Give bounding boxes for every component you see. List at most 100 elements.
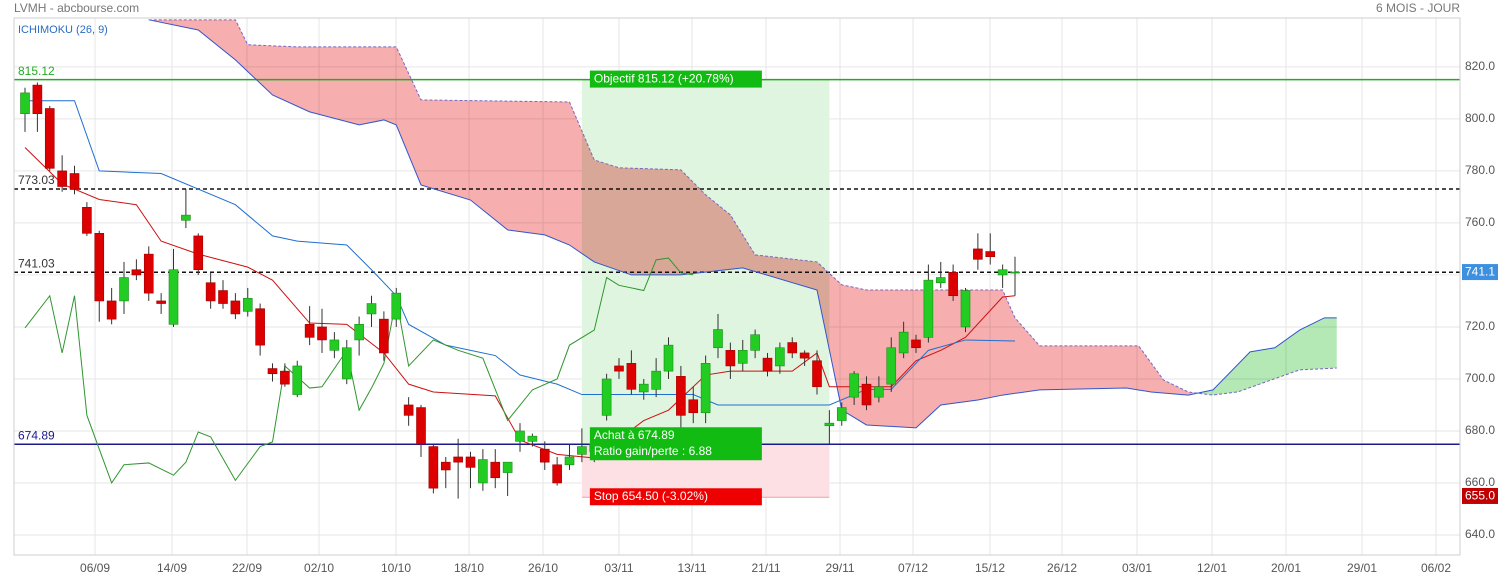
candle-body bbox=[539, 448, 550, 463]
candle-body bbox=[403, 404, 414, 416]
y-tick-label: 780.0 bbox=[1465, 163, 1495, 177]
x-tick-label: 18/10 bbox=[454, 561, 484, 575]
trade-label: Ratio gain/perte : 6.88 bbox=[594, 444, 712, 458]
candle-body bbox=[242, 298, 253, 312]
candle-body bbox=[280, 370, 290, 385]
candle-body bbox=[948, 272, 958, 297]
x-tick-label: 26/12 bbox=[1047, 561, 1077, 575]
candle-body bbox=[799, 352, 810, 359]
candle-body bbox=[379, 318, 389, 354]
trade-label: Objectif 815.12 (+20.78%) bbox=[594, 71, 734, 85]
candle-body bbox=[218, 290, 228, 304]
candle-body bbox=[181, 214, 191, 221]
candle-body bbox=[329, 339, 340, 351]
price-tag bbox=[1462, 487, 1498, 504]
trade-box bbox=[589, 488, 762, 506]
candle-body bbox=[552, 464, 562, 484]
candle-body bbox=[119, 277, 129, 302]
x-tick-label: 02/10 bbox=[304, 561, 334, 575]
candle-body bbox=[997, 269, 1008, 276]
span-b-line bbox=[148, 19, 1337, 396]
candle-body bbox=[638, 383, 649, 393]
candle-body bbox=[626, 363, 637, 390]
candle-body bbox=[713, 329, 723, 349]
candle-body bbox=[156, 300, 166, 304]
candle-body bbox=[874, 386, 884, 398]
candle-body bbox=[614, 365, 624, 372]
candle-body bbox=[391, 292, 402, 320]
candle-body bbox=[985, 251, 996, 258]
level-label: 741.03 bbox=[18, 256, 55, 270]
candle-body bbox=[255, 308, 265, 346]
candle-body bbox=[750, 334, 760, 351]
trade-label: Stop 654.50 (-3.02%) bbox=[594, 489, 708, 503]
x-tick-label: 14/09 bbox=[157, 561, 187, 575]
level-label: 815.12 bbox=[18, 64, 55, 78]
candle-body bbox=[1010, 271, 1020, 274]
x-tick-label: 22/09 bbox=[232, 561, 262, 575]
candle-body bbox=[341, 347, 352, 380]
candle-body bbox=[32, 84, 43, 114]
candle-body bbox=[168, 269, 179, 325]
y-tick-label: 700.0 bbox=[1465, 371, 1495, 385]
candle-body bbox=[304, 324, 315, 338]
candle-body bbox=[317, 326, 327, 341]
candle-body bbox=[676, 376, 686, 416]
candle-body bbox=[490, 461, 501, 479]
cloud-fill bbox=[1197, 317, 1337, 396]
y-tick-label: 640.0 bbox=[1465, 527, 1495, 541]
cloud-fill bbox=[148, 19, 1198, 428]
x-tick-label: 07/12 bbox=[898, 561, 928, 575]
price-tag-label: 741.1 bbox=[1465, 265, 1495, 279]
y-tick-label: 820.0 bbox=[1465, 59, 1495, 73]
candle-body bbox=[923, 279, 934, 338]
y-tick-label: 800.0 bbox=[1465, 111, 1495, 125]
x-tick-label: 15/12 bbox=[975, 561, 1005, 575]
candle-body bbox=[106, 300, 117, 320]
candle-body bbox=[205, 282, 216, 302]
candle-body bbox=[131, 269, 142, 276]
x-tick-label: 12/01 bbox=[1197, 561, 1227, 575]
indicator-line bbox=[24, 257, 694, 485]
candle-body bbox=[725, 350, 736, 367]
x-tick-label: 06/09 bbox=[80, 561, 110, 575]
candle-body bbox=[960, 290, 971, 328]
y-tick-label: 680.0 bbox=[1465, 423, 1495, 437]
chart-title: LVMH - abcbourse.com bbox=[14, 1, 139, 15]
x-tick-label: 03/01 bbox=[1122, 561, 1152, 575]
candle-body bbox=[515, 430, 525, 442]
x-tick-label: 26/10 bbox=[528, 561, 558, 575]
candle-body bbox=[69, 173, 80, 190]
candle-body bbox=[502, 461, 513, 473]
candle-body bbox=[366, 303, 377, 315]
candle-body bbox=[973, 248, 983, 260]
candle-body bbox=[292, 365, 303, 395]
x-tick-label: 20/01 bbox=[1271, 561, 1301, 575]
x-tick-label: 21/11 bbox=[751, 561, 780, 575]
candle-body bbox=[577, 446, 587, 455]
candle-body bbox=[94, 233, 105, 302]
level-label: 773.03 bbox=[18, 173, 55, 187]
candle-body bbox=[44, 108, 55, 169]
level-label: 674.89 bbox=[18, 428, 55, 442]
candle-body bbox=[143, 253, 154, 294]
candle-body bbox=[193, 235, 204, 271]
plot-frame bbox=[13, 17, 1461, 556]
candle-body bbox=[57, 170, 67, 187]
x-tick-label: 29/11 bbox=[825, 561, 854, 575]
candle-body bbox=[886, 347, 897, 385]
candle-body bbox=[601, 378, 612, 416]
candle-body bbox=[700, 363, 711, 414]
annotations: 06/09 14/09 22/09 02/10 10/10 18/10 26/10 03/11… bbox=[18, 59, 1498, 575]
candle-body bbox=[651, 370, 661, 390]
x-tick-label: 10/10 bbox=[381, 561, 411, 575]
x-tick-label: 03/11 bbox=[604, 561, 633, 575]
candle-body bbox=[861, 383, 872, 406]
period: 6 MOIS - JOUR bbox=[1376, 1, 1460, 15]
candle-body bbox=[564, 456, 575, 466]
candle-body bbox=[267, 368, 278, 375]
candles bbox=[20, 82, 1020, 499]
trade-box bbox=[589, 70, 762, 88]
